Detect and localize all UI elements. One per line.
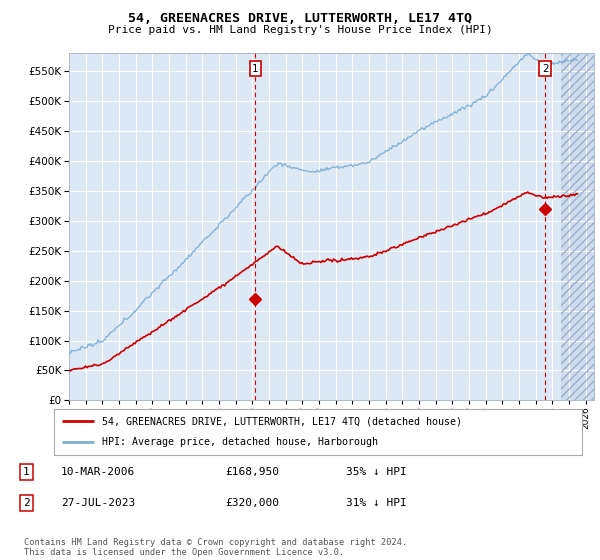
Text: £168,950: £168,950 — [225, 467, 279, 477]
Text: Price paid vs. HM Land Registry's House Price Index (HPI): Price paid vs. HM Land Registry's House … — [107, 25, 493, 35]
Text: 10-MAR-2006: 10-MAR-2006 — [61, 467, 135, 477]
Text: Contains HM Land Registry data © Crown copyright and database right 2024.
This d: Contains HM Land Registry data © Crown c… — [24, 538, 407, 557]
Text: 2: 2 — [542, 64, 548, 74]
Text: 1: 1 — [23, 467, 30, 477]
Text: 2: 2 — [23, 498, 30, 508]
Text: 27-JUL-2023: 27-JUL-2023 — [61, 498, 135, 508]
Text: 31% ↓ HPI: 31% ↓ HPI — [346, 498, 407, 508]
Text: 1: 1 — [252, 64, 259, 74]
Text: 35% ↓ HPI: 35% ↓ HPI — [346, 467, 407, 477]
Text: 54, GREENACRES DRIVE, LUTTERWORTH, LE17 4TQ: 54, GREENACRES DRIVE, LUTTERWORTH, LE17 … — [128, 12, 472, 25]
Bar — [560, 53, 594, 400]
Text: £320,000: £320,000 — [225, 498, 279, 508]
Text: HPI: Average price, detached house, Harborough: HPI: Average price, detached house, Harb… — [101, 437, 377, 447]
Bar — [560, 53, 594, 400]
Text: 54, GREENACRES DRIVE, LUTTERWORTH, LE17 4TQ (detached house): 54, GREENACRES DRIVE, LUTTERWORTH, LE17 … — [101, 416, 461, 426]
